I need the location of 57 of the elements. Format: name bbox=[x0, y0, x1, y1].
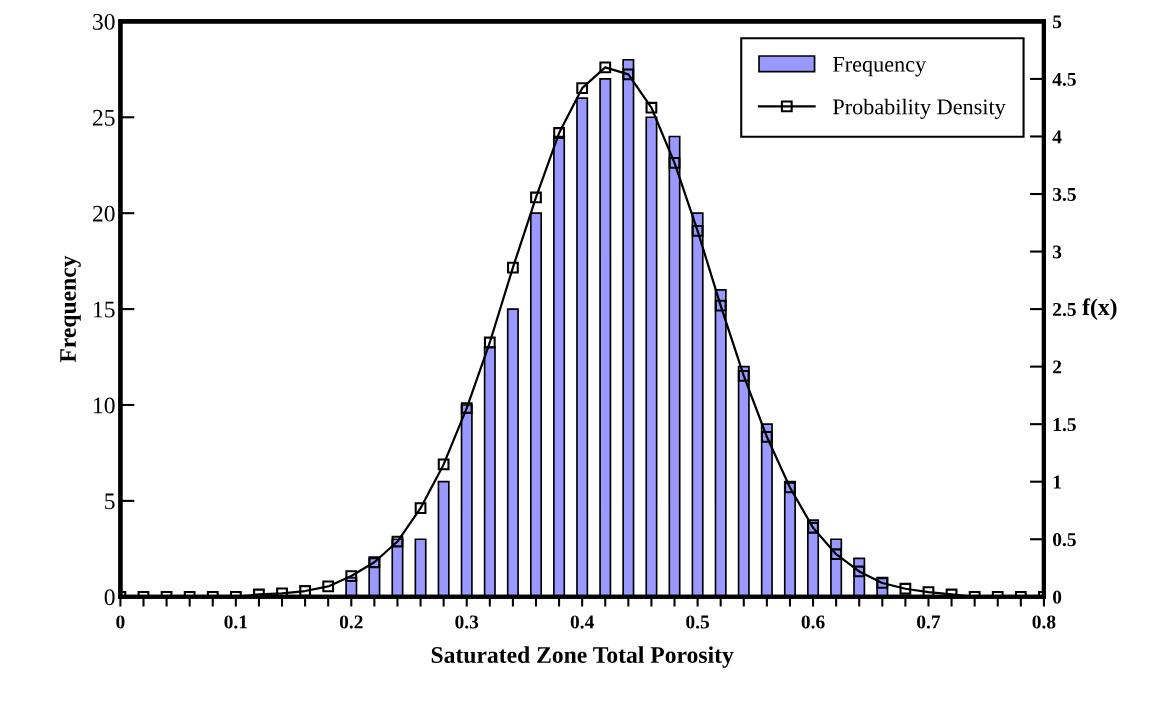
point bbox=[599, 61, 612, 74]
y2-tick-label: 3 bbox=[1052, 245, 1062, 259]
point bbox=[576, 82, 589, 95]
y2-tick-label: 2 bbox=[1053, 360, 1062, 374]
y2-tick-label: 2.5 bbox=[1053, 302, 1076, 317]
x-tick-label: 0.8 bbox=[1032, 615, 1056, 629]
x-tick-label: 0.6 bbox=[801, 615, 825, 629]
x-tick-label: 0.4 bbox=[570, 615, 594, 629]
y-tick-label: 5 bbox=[105, 493, 115, 510]
point bbox=[876, 577, 889, 589]
point bbox=[853, 565, 866, 578]
point bbox=[553, 127, 565, 139]
point bbox=[737, 369, 750, 382]
point bbox=[691, 224, 704, 237]
point bbox=[414, 502, 427, 515]
y-axis-title: Frequency bbox=[60, 255, 81, 363]
x-tick-label: 0.7 bbox=[917, 615, 941, 629]
point bbox=[784, 481, 796, 494]
point bbox=[645, 101, 658, 114]
x-tick-label: 0.3 bbox=[455, 615, 479, 629]
point bbox=[368, 556, 381, 569]
y-tick-label: 0 bbox=[104, 589, 115, 606]
y-tick-label: 25 bbox=[92, 109, 115, 126]
y2-axis-title: f(x) bbox=[1082, 298, 1117, 320]
point bbox=[807, 521, 819, 534]
y2-tick-label: 0 bbox=[1052, 590, 1062, 604]
point bbox=[507, 261, 519, 274]
legend-label: Frequency bbox=[832, 57, 927, 77]
y2-tick-label: 3.5 bbox=[1052, 187, 1076, 202]
point bbox=[483, 336, 496, 349]
point bbox=[391, 535, 404, 548]
point bbox=[460, 402, 473, 414]
point bbox=[760, 430, 773, 443]
y-tick-label: 15 bbox=[94, 301, 115, 318]
point bbox=[345, 570, 358, 582]
y2-tick-label: 1 bbox=[1053, 475, 1061, 489]
point bbox=[714, 299, 727, 312]
x-axis-title: Saturated Zone Total Porosity bbox=[431, 646, 734, 668]
y-tick-label: 20 bbox=[92, 205, 115, 222]
point bbox=[437, 458, 450, 471]
x-tick-label: 0.2 bbox=[339, 615, 363, 629]
y2-tick-label: 4.5 bbox=[1052, 72, 1076, 86]
y2-tick-label: 5 bbox=[1053, 15, 1062, 29]
point bbox=[622, 68, 635, 81]
x-tick-label: 0.1 bbox=[224, 615, 247, 629]
x-tick-label: 0.5 bbox=[686, 615, 710, 629]
y-tick-label: 10 bbox=[94, 397, 115, 414]
legend-label: Probability Density bbox=[832, 98, 1006, 119]
y2-tick-label: 0.5 bbox=[1052, 533, 1076, 547]
y2-tick-label: 4 bbox=[1052, 130, 1062, 144]
point bbox=[530, 191, 542, 204]
y2-tick-label: 1.5 bbox=[1053, 418, 1076, 432]
y-tick-label: 30 bbox=[93, 13, 115, 30]
point bbox=[322, 580, 335, 593]
x-tick-label: 0 bbox=[116, 615, 125, 629]
point bbox=[899, 582, 912, 595]
point bbox=[668, 157, 681, 169]
